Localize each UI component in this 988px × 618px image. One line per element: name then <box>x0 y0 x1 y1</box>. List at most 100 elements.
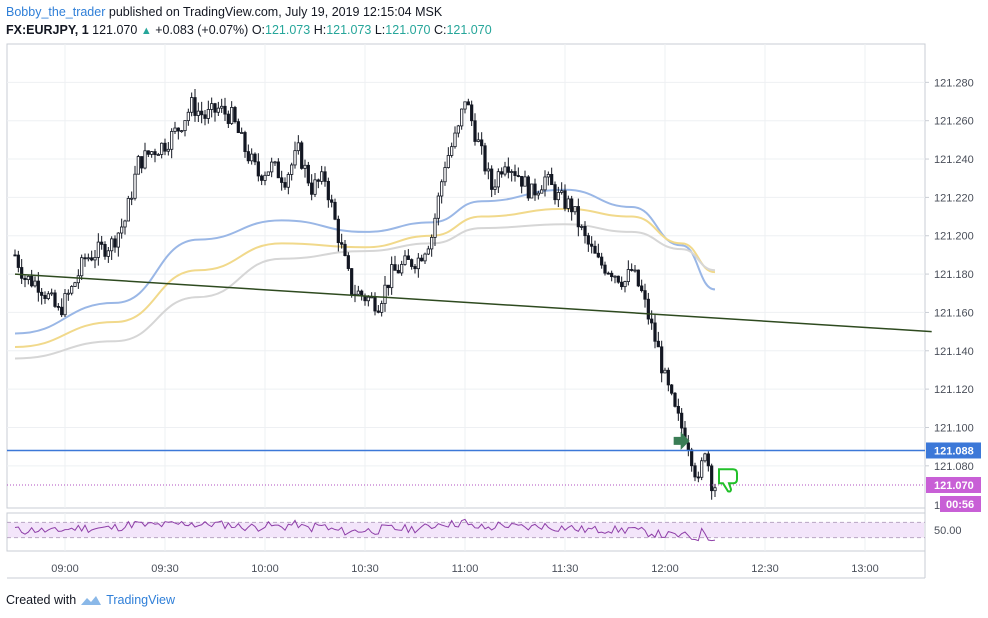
candle-body <box>440 181 444 197</box>
candle-body <box>493 186 497 190</box>
plot-frame <box>6 43 926 509</box>
candle-body <box>700 460 704 478</box>
last-price-tag <box>926 476 981 493</box>
author-link[interactable]: Bobby_the_trader <box>6 5 106 19</box>
candle-body <box>593 245 597 254</box>
candle-body <box>630 269 634 271</box>
candle-body <box>520 175 524 187</box>
candle-body <box>336 218 340 244</box>
moving-averages <box>14 188 716 360</box>
candle-body <box>30 275 34 287</box>
candle-body <box>46 293 50 299</box>
close-label: C: <box>433 23 447 37</box>
candle-body <box>170 131 174 150</box>
candle-body <box>303 164 307 169</box>
candle-body <box>96 241 100 258</box>
candle-body <box>400 263 404 274</box>
candle-body <box>410 259 414 267</box>
footer: Created with TradingView <box>6 593 175 607</box>
candle-body <box>373 296 377 312</box>
candle-body <box>50 292 54 295</box>
tradingview-logo-icon <box>81 596 102 605</box>
partial-tick-label: 1 <box>934 500 940 512</box>
candle-body <box>686 442 690 451</box>
candle-body <box>350 268 354 295</box>
candle-body <box>283 182 287 188</box>
candle-body <box>200 110 204 116</box>
candle-body <box>193 97 197 116</box>
candle-body <box>216 107 220 113</box>
candle-body <box>36 280 40 293</box>
candle-body <box>640 285 644 292</box>
countdown-tag <box>940 495 981 512</box>
candle-body <box>263 174 267 181</box>
candle-body <box>650 318 654 324</box>
candle-body <box>500 171 504 175</box>
y-tick-label: 121.200 <box>934 231 974 243</box>
candles <box>13 88 717 542</box>
candle-body <box>293 150 297 166</box>
candle-body <box>196 110 200 116</box>
candle-body <box>566 198 570 209</box>
overlays <box>7 273 932 493</box>
candle-body <box>490 168 494 190</box>
candle-body <box>663 369 667 374</box>
candle-body <box>56 306 60 308</box>
x-tick-label: 09:30 <box>151 563 179 575</box>
candle-body <box>586 235 590 245</box>
candle-body <box>53 292 57 307</box>
candle-body <box>320 171 324 182</box>
last-price: 121.070 <box>92 23 138 37</box>
candle-body <box>510 171 514 173</box>
y-tick-label: 121.080 <box>934 461 974 473</box>
y-tick-label: 121.220 <box>934 192 974 204</box>
publish-header: Bobby_the_trader published on TradingVie… <box>6 5 442 19</box>
candle-body <box>570 198 574 213</box>
candle-body <box>80 257 84 277</box>
candle-body <box>433 217 437 238</box>
candle-body <box>250 153 254 162</box>
candle-body <box>450 146 454 156</box>
candle-body <box>423 253 427 262</box>
candle-body <box>340 242 344 245</box>
candle-body <box>610 272 614 278</box>
candle-body <box>646 298 650 320</box>
candle-body <box>233 107 237 123</box>
candle-body <box>690 449 694 467</box>
candle-body <box>503 166 507 175</box>
candle-body <box>43 295 47 299</box>
candle-body <box>583 226 587 237</box>
candle-body <box>160 142 164 155</box>
x-tick-label: 12:30 <box>751 563 779 575</box>
candle-body <box>676 405 680 414</box>
candle-body <box>256 161 260 177</box>
countdown-label: 00:56 <box>946 499 974 511</box>
grid <box>6 43 926 579</box>
y-tick-label: 121.260 <box>934 116 974 128</box>
candle-body <box>530 183 534 199</box>
close-value: 121.070 <box>446 23 492 37</box>
candle-body <box>150 151 154 155</box>
candle-body <box>706 453 710 467</box>
candle-body <box>346 255 350 269</box>
open-label: O: <box>251 23 266 37</box>
candle-body <box>183 120 187 132</box>
candle-body <box>243 132 247 152</box>
candle-body <box>456 125 460 134</box>
candle-body <box>556 192 560 201</box>
candle-body <box>606 272 610 275</box>
tradingview-brand-link[interactable]: TradingView <box>106 593 175 607</box>
candle-body <box>470 104 474 122</box>
candle-body <box>153 151 157 156</box>
candle-body <box>703 453 707 462</box>
candle-body <box>306 164 310 184</box>
candle-body <box>633 269 637 272</box>
candle-body <box>73 282 77 287</box>
candle-body <box>696 476 700 479</box>
candle-body <box>483 145 487 172</box>
x-tick-label: 12:00 <box>651 563 679 575</box>
candle-body <box>23 277 27 281</box>
axes: 121.280 121.260 121.240 121.220 121.200 121.1… <box>51 77 981 575</box>
candle-body <box>393 264 397 271</box>
